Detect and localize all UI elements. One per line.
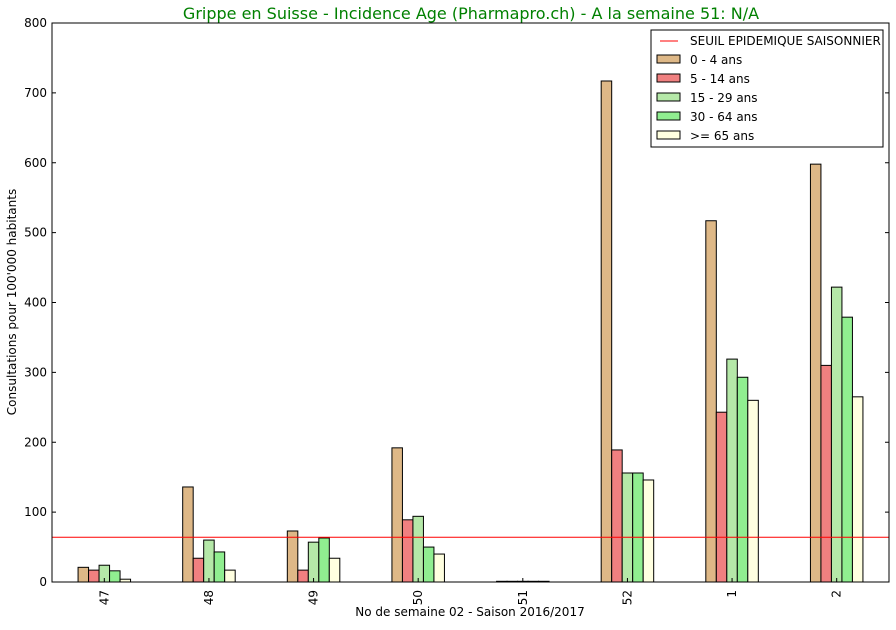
- y-tick-label: 500: [24, 226, 47, 240]
- bar-1-2: [726, 358, 738, 583]
- bar-49-0: [286, 530, 299, 583]
- bar-2-4: [851, 396, 864, 583]
- legend-swatch: [656, 92, 681, 102]
- bar-48-2: [203, 539, 215, 583]
- bar-48-0: [182, 486, 194, 583]
- bar-50-1: [401, 519, 414, 583]
- bar-52-1: [611, 449, 623, 583]
- bar-52-4: [642, 479, 655, 583]
- bar-1-4: [747, 399, 759, 583]
- y-tick-label: 0: [39, 575, 47, 589]
- bar-49-1: [297, 569, 309, 583]
- x-axis-label: No de semaine 02 - Saison 2016/2017: [355, 605, 584, 619]
- bar-2-3: [841, 316, 853, 583]
- bar-49-4: [328, 557, 341, 583]
- bar-47-1: [88, 569, 100, 583]
- legend-label: 15 - 29 ans: [690, 91, 758, 105]
- x-tick-label: 52: [620, 590, 634, 605]
- legend-label: 0 - 4 ans: [690, 53, 742, 67]
- y-tick-label: 800: [24, 16, 47, 30]
- y-tick-label: 600: [24, 156, 47, 170]
- bar-1-1: [715, 411, 728, 583]
- y-axis-label: Consultations pour 100'000 habitants: [5, 189, 19, 415]
- bar-2-0: [809, 163, 822, 583]
- bar-50-4: [433, 553, 445, 583]
- y-tick-label: 100: [24, 505, 47, 519]
- legend-label: 5 - 14 ans: [690, 72, 750, 86]
- bar-49-2: [307, 541, 320, 583]
- bar-48-3: [213, 551, 226, 583]
- bar-52-2: [621, 472, 634, 583]
- x-tick-label: 47: [97, 590, 111, 605]
- bar-47-0: [77, 566, 90, 583]
- y-tick-label: 700: [24, 86, 47, 100]
- legend: SEUIL EPIDEMIQUE SAISONNIER 0 - 4 ans 5 - …: [650, 29, 884, 148]
- legend-swatch: [656, 111, 681, 121]
- legend-label: 30 - 64 ans: [690, 110, 758, 124]
- bar-49-3: [318, 537, 330, 583]
- legend-label: >= 65 ans: [690, 129, 754, 143]
- x-tick-label: 50: [411, 590, 425, 605]
- y-tick-label: 400: [24, 296, 47, 310]
- bar-2-1: [820, 364, 832, 583]
- bar-1-3: [736, 376, 749, 583]
- legend-box: [650, 29, 884, 148]
- x-tick-label: 1: [725, 590, 739, 598]
- plot-frame: [51, 22, 890, 583]
- bar-50-2: [412, 515, 424, 583]
- bar-52-3: [632, 472, 644, 583]
- x-tick-label: 2: [830, 590, 844, 598]
- bar-47-3: [109, 570, 121, 583]
- legend-swatch: [656, 73, 681, 83]
- bar-48-1: [192, 557, 205, 583]
- y-tick-label: 200: [24, 435, 47, 449]
- legend-swatch: [656, 130, 681, 140]
- bar-50-3: [422, 546, 435, 583]
- x-tick-label: 51: [516, 590, 530, 605]
- x-tick-label: 48: [202, 590, 216, 605]
- legend-label: SEUIL EPIDEMIQUE SAISONNIER: [690, 34, 881, 48]
- bar-1-0: [705, 220, 717, 583]
- x-tick-label: 49: [307, 590, 321, 605]
- legend-swatch: [656, 54, 681, 64]
- bar-52-0: [600, 80, 613, 583]
- chart-title: Grippe en Suisse - Incidence Age (Pharma…: [183, 4, 759, 23]
- bar-48-4: [224, 569, 236, 583]
- y-tick-label: 300: [24, 365, 47, 379]
- bar-50-0: [391, 447, 403, 583]
